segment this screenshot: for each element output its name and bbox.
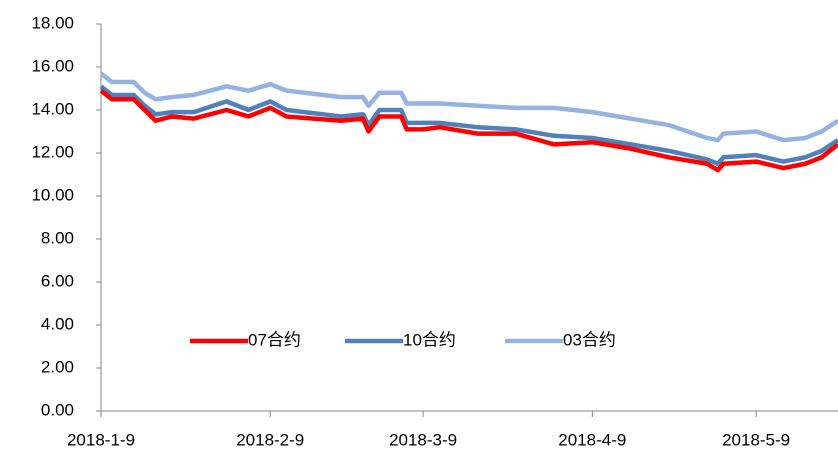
x-tick-label: 2018-3-9 xyxy=(389,430,457,449)
series-line xyxy=(99,71,838,143)
y-tick-label: 16.00 xyxy=(31,56,74,75)
y-tick-label: 2.00 xyxy=(41,357,74,376)
series-line xyxy=(99,84,838,166)
y-tick-label: 10.00 xyxy=(31,185,74,204)
legend-label: 03合约 xyxy=(563,330,616,349)
series-line xyxy=(99,88,838,173)
x-tick-label: 2018-2-9 xyxy=(236,430,304,449)
y-tick-label: 6.00 xyxy=(41,271,74,290)
y-tick-label: 18.00 xyxy=(31,13,74,32)
legend-label: 07合约 xyxy=(248,330,301,349)
x-tick-label: 2018-4-9 xyxy=(558,430,626,449)
y-tick-label: 4.00 xyxy=(41,314,74,333)
y-tick-label: 8.00 xyxy=(41,228,74,247)
x-tick-label: 2018-5-9 xyxy=(722,430,790,449)
x-tick-label: 2018-1-9 xyxy=(67,430,135,449)
legend-label: 10合约 xyxy=(403,330,456,349)
y-tick-label: 12.00 xyxy=(31,142,74,161)
y-tick-label: 14.00 xyxy=(31,99,74,118)
y-tick-label: 0.00 xyxy=(41,400,74,419)
